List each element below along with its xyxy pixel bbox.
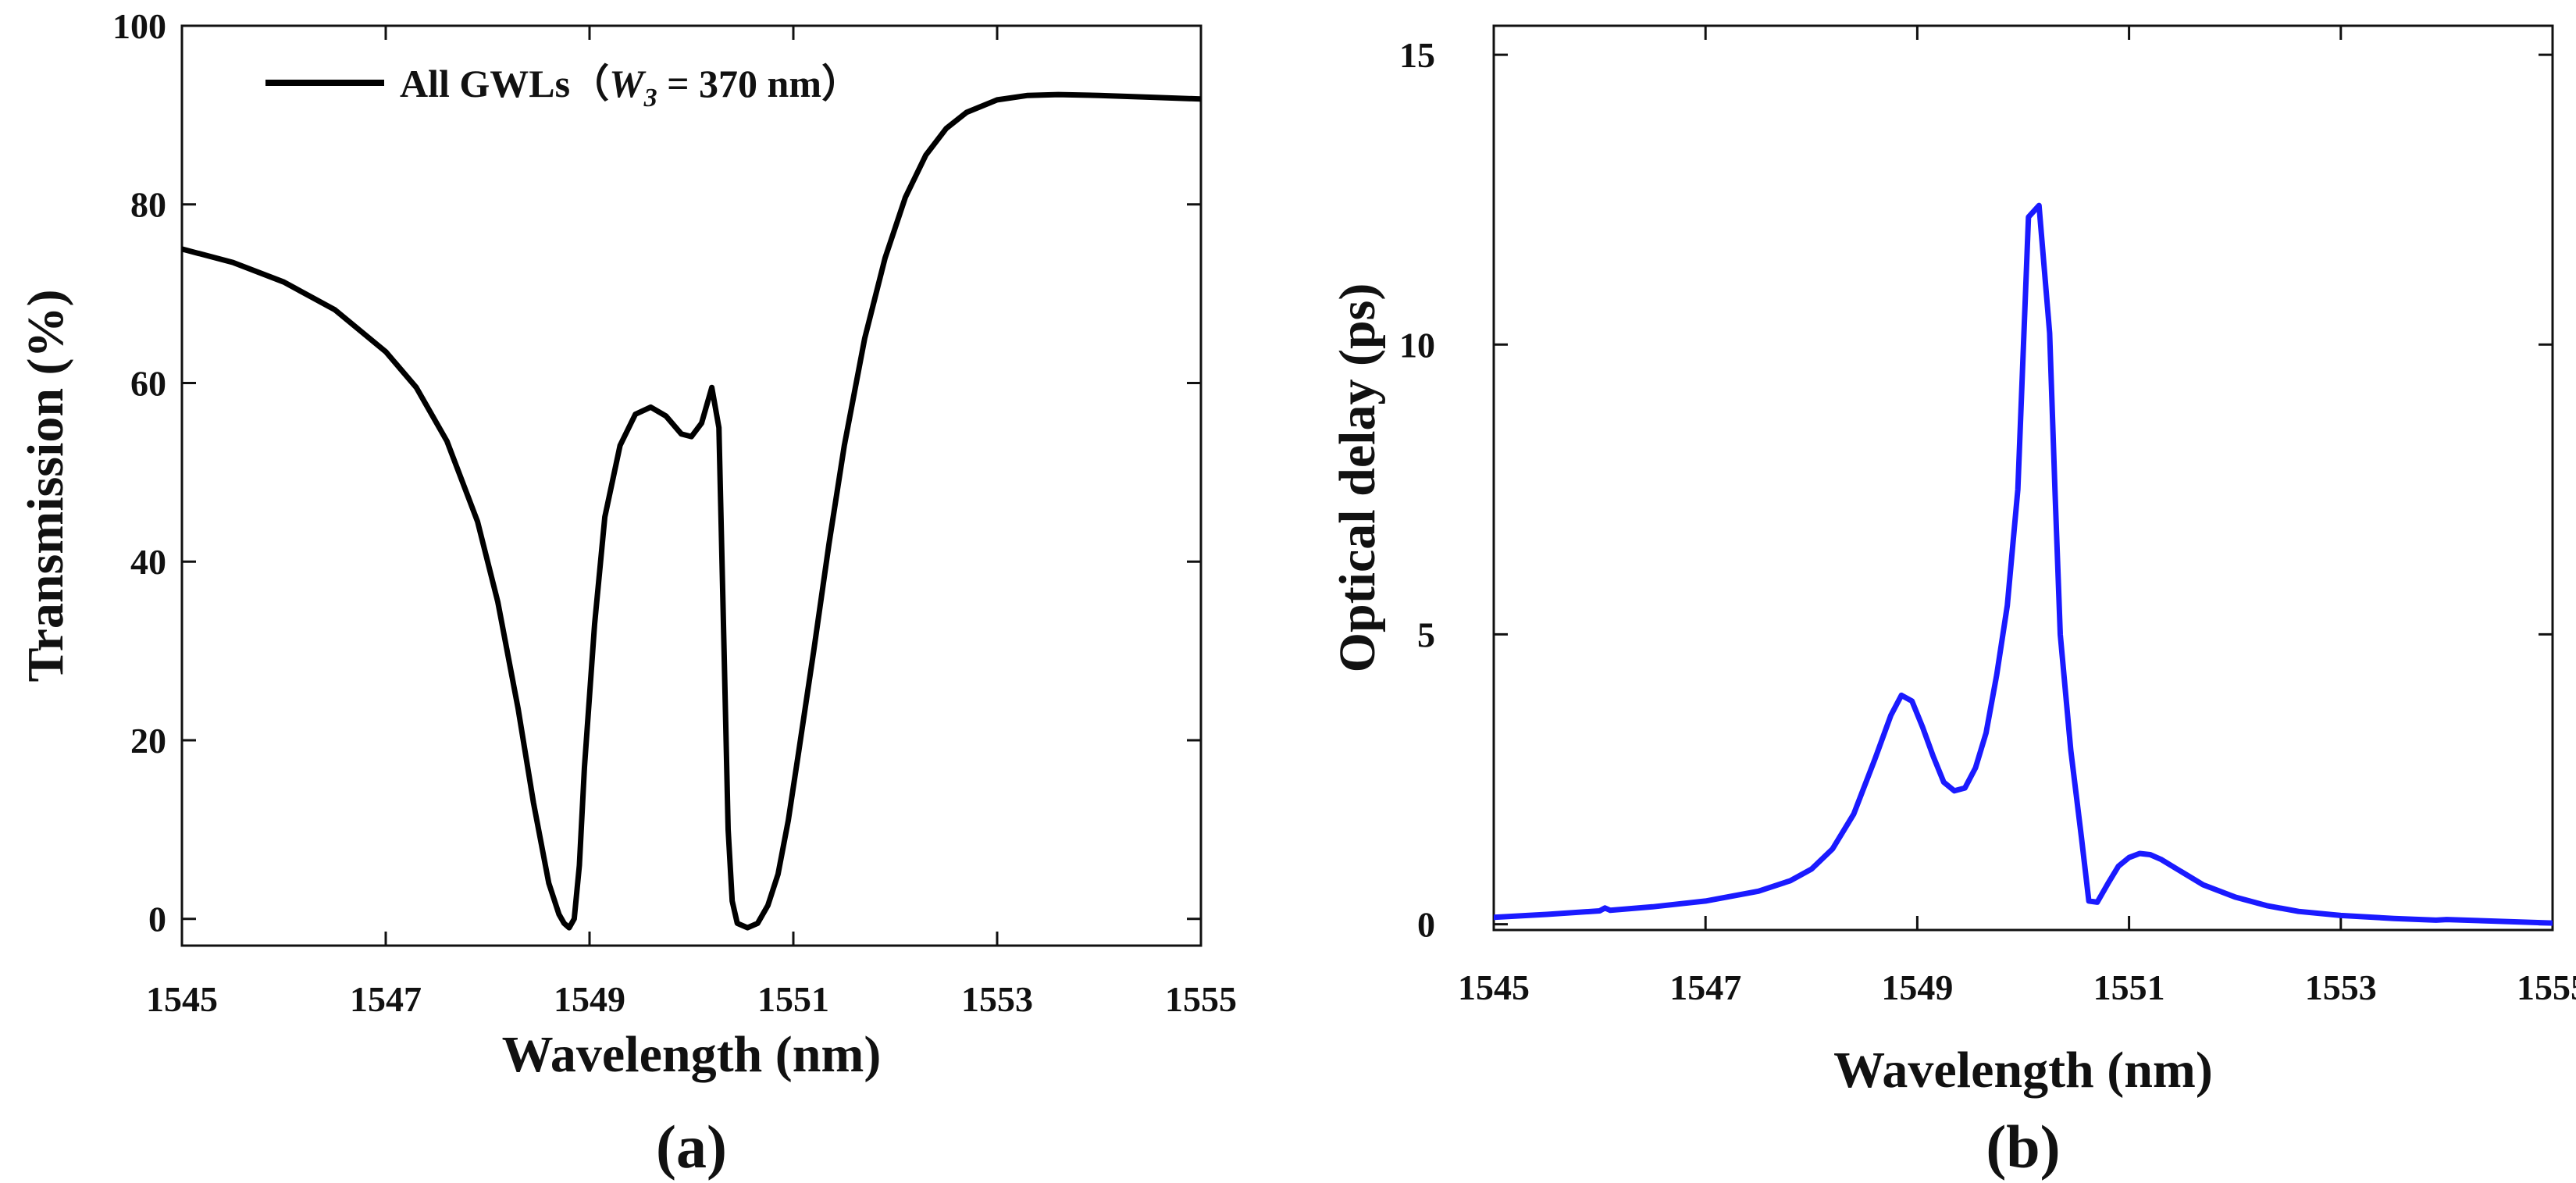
x-tick-label: 1547	[1669, 967, 1741, 1007]
x-tick-label: 1547	[350, 979, 422, 1019]
y-tick-label: 0	[148, 900, 166, 939]
panel-b: 1545 1547 1549 1551 1553 1555 0 5 10 15 Wavelength…	[1329, 24, 2576, 1181]
x-tick-label: 1551	[2093, 967, 2165, 1007]
y-tick-label: 5	[1417, 615, 1435, 654]
x-tick-label: 1545	[1458, 967, 1530, 1007]
y-tick-label: 40	[130, 542, 166, 582]
axes-frame	[1492, 24, 2554, 932]
y-tick-label: 10	[1399, 325, 1435, 365]
x-tick-label: 1545	[146, 979, 218, 1019]
y-axis-title: Optical delay (ps)	[1329, 283, 1386, 673]
legend-label: All GWLs（W3 = 370 nm）	[400, 62, 860, 112]
x-tick-label: 1555	[1165, 979, 1237, 1019]
axes-frame	[180, 24, 1202, 947]
panel-a: 1545 1547 1549 1551 1553 1555 0 20 40 60 80 100 Wave…	[17, 6, 1237, 1181]
y-tick-label: 15	[1399, 35, 1435, 75]
legend-param-subscript: 3	[643, 84, 657, 112]
series-line	[182, 91, 1201, 931]
legend-open-paren: （	[570, 62, 609, 105]
x-axis-title: Wavelength (nm)	[1833, 1042, 2213, 1099]
y-tick-label: 60	[130, 363, 166, 403]
legend-close-paren: ）	[821, 62, 860, 105]
x-tick-label: 1555	[2517, 967, 2576, 1007]
series-line	[1494, 202, 2553, 926]
y-tick-label: 0	[1417, 905, 1435, 945]
panel-label: (a)	[656, 1113, 727, 1181]
x-axis-title: Wavelength (nm)	[502, 1026, 882, 1083]
legend-param-symbol: W	[609, 62, 647, 105]
legend-param-value: = 370 nm	[657, 62, 821, 105]
y-tick-label: 20	[130, 721, 166, 761]
legend-series-name: All GWLs	[400, 62, 570, 105]
x-tick-label: 1551	[757, 979, 829, 1019]
y-tick-label: 100	[112, 6, 166, 46]
y-tick-label: 80	[130, 185, 166, 225]
x-tick-label: 1549	[1881, 967, 1953, 1007]
x-tick-label: 1549	[554, 979, 625, 1019]
x-tick-label: 1553	[2305, 967, 2377, 1007]
y-axis-title: Transmission (%)	[17, 290, 74, 682]
legend: All GWLs（W3 = 370 nm）	[265, 62, 860, 112]
x-tick-label: 1553	[961, 979, 1033, 1019]
panel-label: (b)	[1986, 1113, 2060, 1181]
